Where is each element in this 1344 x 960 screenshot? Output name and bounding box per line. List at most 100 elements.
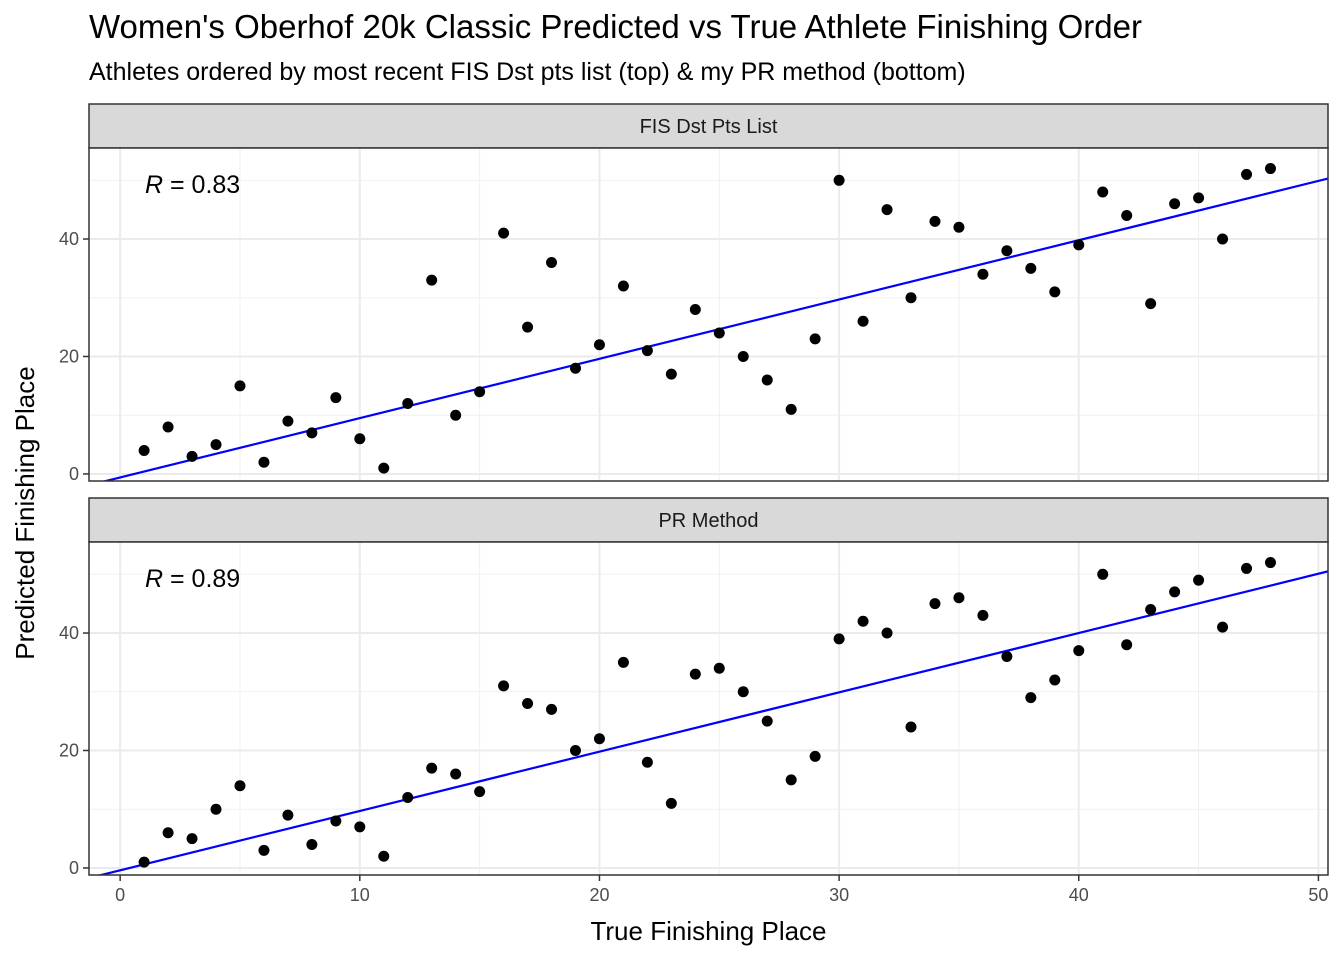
data-point-2-17 xyxy=(522,698,534,710)
data-point-2-22 xyxy=(641,756,653,768)
data-point-1-19 xyxy=(569,362,581,374)
panel-2: PR Method R = 0.89 0 20 40 0 10 20 30 40 50 xyxy=(59,497,1329,905)
panel-1: FIS Dst Pts List R = 0.83 0 20 40 xyxy=(59,103,1329,484)
x-tick-label: 30 xyxy=(829,885,849,905)
data-point-2-35 xyxy=(953,592,965,604)
data-point-2-38 xyxy=(1025,692,1037,704)
data-point-2-48 xyxy=(1264,557,1276,569)
data-point-1-14 xyxy=(450,409,462,421)
data-point-2-15 xyxy=(474,786,486,798)
data-point-1-44 xyxy=(1169,198,1181,210)
data-point-1-17 xyxy=(522,321,534,333)
data-point-2-40 xyxy=(1073,645,1085,657)
data-point-2-27 xyxy=(761,715,773,727)
data-point-2-10 xyxy=(354,821,366,833)
data-point-1-13 xyxy=(426,274,438,286)
data-point-1-12 xyxy=(402,397,414,409)
data-point-2-16 xyxy=(498,680,510,692)
data-point-2-39 xyxy=(1049,674,1061,686)
data-point-2-13 xyxy=(426,762,438,774)
panel-background xyxy=(89,148,1328,481)
data-point-1-21 xyxy=(617,280,629,292)
regression-line xyxy=(101,177,1328,481)
correlation-label: R = 0.89 xyxy=(145,565,240,593)
x-tick-label: 0 xyxy=(115,885,125,905)
data-point-1-29 xyxy=(809,333,821,345)
x-tick-label: 20 xyxy=(589,885,609,905)
x-axis-title: True Finishing Place xyxy=(590,916,826,946)
data-point-2-33 xyxy=(905,721,917,733)
data-point-2-8 xyxy=(306,838,318,850)
data-point-1-35 xyxy=(953,221,965,233)
data-point-1-47 xyxy=(1241,168,1253,180)
data-point-2-18 xyxy=(546,703,558,715)
data-point-1-4 xyxy=(210,439,222,451)
data-point-2-29 xyxy=(809,750,821,762)
data-point-1-6 xyxy=(258,456,270,468)
data-point-1-36 xyxy=(977,268,989,280)
data-point-2-28 xyxy=(785,774,797,786)
data-point-1-26 xyxy=(737,350,749,362)
data-point-2-45 xyxy=(1193,574,1205,586)
panel-background xyxy=(89,542,1328,875)
panel-border xyxy=(88,541,1329,876)
data-point-2-24 xyxy=(689,668,701,680)
data-point-1-5 xyxy=(234,380,246,392)
x-tick-label: 10 xyxy=(350,885,370,905)
y-tick-label: 0 xyxy=(69,858,79,878)
data-point-2-20 xyxy=(593,733,605,745)
data-point-1-42 xyxy=(1121,210,1133,222)
facet-strip xyxy=(88,497,1329,543)
data-point-1-28 xyxy=(785,403,797,415)
data-point-1-33 xyxy=(905,292,917,304)
data-point-1-48 xyxy=(1264,163,1276,175)
data-point-2-46 xyxy=(1217,621,1229,633)
data-point-1-46 xyxy=(1217,233,1229,245)
data-point-2-5 xyxy=(234,780,246,792)
data-point-2-42 xyxy=(1121,639,1133,651)
y-tick-label: 0 xyxy=(69,464,79,484)
data-point-1-3 xyxy=(186,450,198,462)
chart-title: Women's Oberhof 20k Classic Predicted vs… xyxy=(89,8,1142,45)
data-point-2-34 xyxy=(929,598,941,610)
data-point-2-41 xyxy=(1097,568,1109,580)
data-point-2-37 xyxy=(1001,651,1013,663)
data-point-1-9 xyxy=(330,392,342,404)
y-tick-label: 20 xyxy=(59,346,79,366)
data-point-2-23 xyxy=(665,797,677,809)
data-point-2-25 xyxy=(713,662,725,674)
data-point-1-24 xyxy=(689,304,701,316)
data-point-1-30 xyxy=(833,174,845,186)
data-point-1-38 xyxy=(1025,262,1037,274)
data-point-2-6 xyxy=(258,844,270,856)
data-point-1-1 xyxy=(138,444,150,456)
data-point-1-32 xyxy=(881,204,893,216)
data-point-2-32 xyxy=(881,627,893,639)
data-point-1-45 xyxy=(1193,192,1205,204)
data-point-1-11 xyxy=(378,462,390,474)
data-point-1-22 xyxy=(641,345,653,357)
data-point-1-7 xyxy=(282,415,294,427)
data-point-2-7 xyxy=(282,809,294,821)
data-point-2-47 xyxy=(1241,562,1253,574)
data-point-1-27 xyxy=(761,374,773,386)
data-point-2-3 xyxy=(186,833,198,845)
x-tick-label: 40 xyxy=(1069,885,1089,905)
data-point-2-43 xyxy=(1145,604,1157,616)
data-point-1-18 xyxy=(546,257,558,269)
data-point-1-40 xyxy=(1073,239,1085,251)
data-point-1-10 xyxy=(354,433,366,445)
data-point-1-39 xyxy=(1049,286,1061,298)
chart-subtitle: Athletes ordered by most recent FIS Dst … xyxy=(89,58,966,86)
y-tick-label: 40 xyxy=(59,229,79,249)
data-point-2-44 xyxy=(1169,586,1181,598)
data-point-1-20 xyxy=(593,339,605,351)
data-point-2-14 xyxy=(450,768,462,780)
data-point-2-30 xyxy=(833,633,845,645)
y-tick-label: 40 xyxy=(59,623,79,643)
data-point-2-26 xyxy=(737,686,749,698)
data-point-1-23 xyxy=(665,368,677,380)
data-point-1-31 xyxy=(857,315,869,327)
data-point-2-4 xyxy=(210,803,222,815)
